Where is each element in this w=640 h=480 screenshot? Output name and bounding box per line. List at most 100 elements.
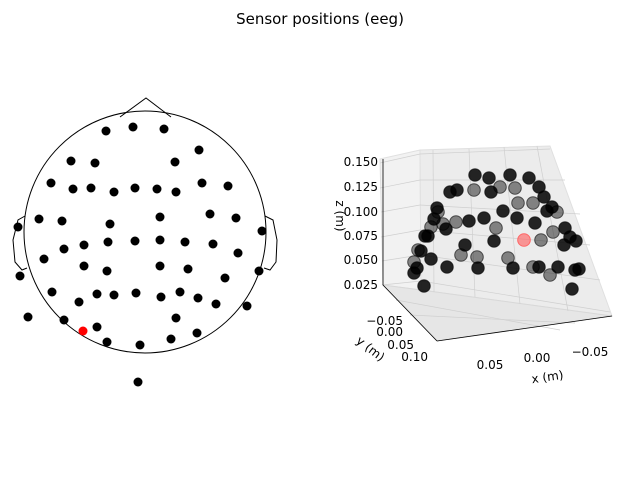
x-axis: 0.05 0.00 −0.05 x (m) — [436, 315, 613, 386]
sensor-dot — [152, 184, 162, 194]
sensor-dot — [46, 178, 56, 188]
sensor-point-3d — [534, 233, 548, 247]
z-tick-label: 0.050 — [344, 253, 378, 267]
sensor-point-3d — [550, 205, 564, 219]
z-tick-label: 0.075 — [344, 229, 378, 243]
sensor-dot — [92, 322, 102, 332]
sensor-dot — [68, 184, 78, 194]
sensor-point-3d — [431, 205, 445, 219]
sensor-dot — [79, 261, 89, 271]
sensor-dot — [171, 187, 181, 197]
sensor-dot — [66, 156, 76, 166]
sensor-dot — [220, 273, 230, 283]
sensor-point-3d — [503, 168, 517, 182]
sensor-point-3d — [569, 234, 583, 248]
y-tick-label: 0.10 — [401, 350, 428, 364]
sensor-point-3d — [454, 248, 468, 262]
highlighted-sensor-point-3d — [517, 233, 531, 247]
sensor-dot — [208, 239, 218, 249]
sensor-dot — [242, 301, 252, 311]
sensor-dot — [135, 340, 145, 350]
axes-3d-panel: 0.150 0.125 0.100 0.075 0.050 0.025 z (m… — [333, 145, 613, 386]
sensor-point-3d — [537, 190, 551, 204]
sensor-dot — [130, 236, 140, 246]
sensor-dot — [131, 288, 141, 298]
sensor-dot — [86, 183, 96, 193]
sensor-point-3d — [458, 238, 472, 252]
sensor-dot — [231, 213, 241, 223]
x-tick-label: 0.00 — [524, 351, 551, 365]
sensor-dot — [59, 244, 69, 254]
sensor-point-3d — [449, 215, 463, 229]
sensor-dot — [233, 248, 243, 258]
sensor-dot — [57, 216, 67, 226]
sensor-point-3d — [417, 279, 431, 293]
sensor-point-3d — [551, 260, 565, 274]
sensor-point-3d — [510, 211, 524, 225]
grid-line — [420, 280, 611, 313]
sensor-dot — [211, 299, 221, 309]
sensor-dot — [257, 226, 267, 236]
sensor-dot — [156, 292, 166, 302]
sensor-point-3d — [471, 261, 485, 275]
sensor-point-3d — [482, 171, 496, 185]
sensor-point-3d — [540, 204, 554, 218]
sensor-point-3d — [572, 262, 586, 276]
sensor-dot — [166, 334, 176, 344]
sensors-3d — [407, 168, 586, 296]
z-tick-label: 0.150 — [344, 155, 378, 169]
sensor-dot — [254, 266, 264, 276]
sensor-dot — [79, 240, 89, 250]
sensor-point-3d — [436, 217, 450, 231]
sensor-point-3d — [440, 260, 454, 274]
sensor-point-3d — [528, 216, 542, 230]
sensor-dot — [197, 178, 207, 188]
sensor-dot — [109, 290, 119, 300]
sensor-dot — [13, 222, 23, 232]
sensor-dot — [59, 315, 69, 325]
grid-line — [380, 204, 421, 213]
z-axis: 0.150 0.125 0.100 0.075 0.050 0.025 z (m… — [333, 155, 384, 292]
sensor-dot — [133, 377, 143, 387]
sensor-point-3d — [501, 251, 515, 265]
y-tick-label: 0.00 — [376, 325, 403, 339]
head-outline — [23, 110, 267, 354]
sensor-dot — [155, 212, 165, 222]
sensor-dot — [101, 126, 111, 136]
right-ear-outline — [263, 215, 278, 271]
sensor-dot — [159, 124, 169, 134]
sensor-dot — [102, 266, 112, 276]
sensor-point-3d — [424, 220, 438, 234]
sensor-point-3d — [489, 221, 503, 235]
topomap-sensors — [13, 122, 267, 387]
sensor-dot — [109, 187, 119, 197]
sensor-point-3d — [487, 234, 501, 248]
sensor-dot — [170, 157, 180, 167]
sensor-dot — [34, 214, 44, 224]
sensor-point-3d — [470, 250, 484, 264]
sensor-dot — [92, 289, 102, 299]
sensor-dot — [223, 181, 233, 191]
sensor-dot — [15, 271, 25, 281]
sensor-dot — [183, 264, 193, 274]
sensor-point-3d — [526, 196, 540, 210]
sensor-dot — [175, 287, 185, 297]
sensor-dot — [105, 219, 115, 229]
topomap-panel — [12, 97, 278, 387]
nose-outline — [119, 97, 172, 118]
sensor-point-3d — [508, 181, 522, 195]
left-ear-outline — [12, 215, 28, 271]
sensor-dot — [90, 158, 100, 168]
sensor-point-3d — [543, 268, 557, 282]
x-tick-label: 0.05 — [477, 358, 504, 372]
sensor-dot — [171, 313, 181, 323]
sensor-point-3d — [493, 180, 507, 194]
x-tick-label: −0.05 — [572, 345, 609, 359]
sensor-dot — [192, 328, 202, 338]
grid-line — [379, 179, 421, 189]
sensor-point-3d — [496, 204, 510, 218]
sensor-dot — [194, 145, 204, 155]
sensor-point-3d — [407, 255, 421, 269]
sensor-point-3d — [477, 211, 491, 225]
